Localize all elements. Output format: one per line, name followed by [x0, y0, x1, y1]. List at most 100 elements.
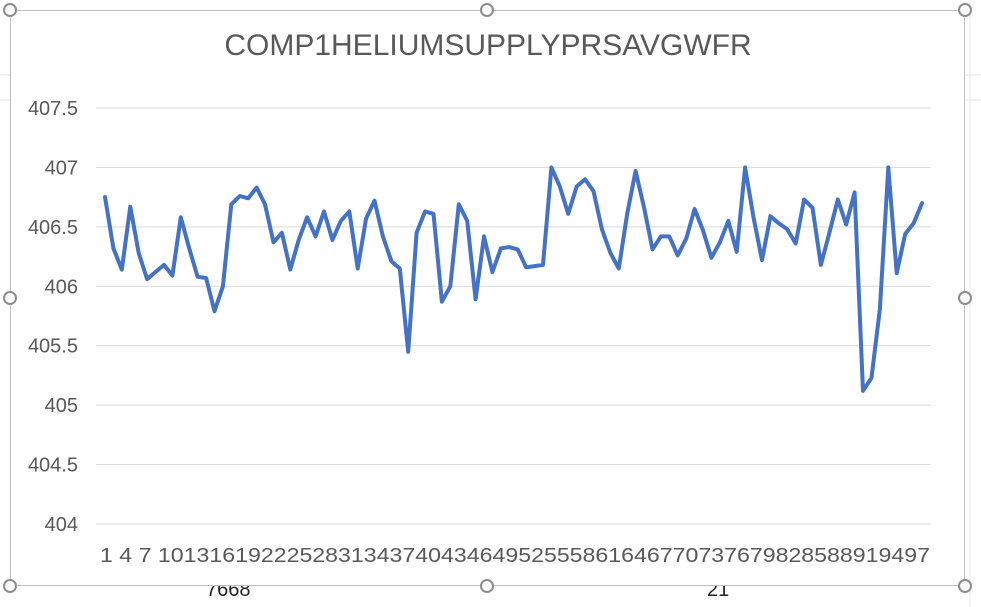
data-point: [465, 219, 469, 223]
x-tick-label: 25: [287, 545, 313, 567]
data-point: [406, 350, 410, 354]
data-point: [482, 234, 486, 238]
data-point: [305, 215, 309, 219]
data-point: [693, 207, 697, 211]
data-point: [735, 250, 739, 254]
resize-handle-bottom-right[interactable]: [958, 579, 972, 593]
data-point: [431, 212, 435, 216]
resize-handle-top-left[interactable]: [3, 3, 17, 17]
y-tick-label: 406.5: [28, 217, 78, 239]
data-point: [642, 206, 646, 210]
data-point: [145, 277, 149, 281]
data-point: [608, 251, 612, 255]
data-point: [600, 227, 604, 231]
data-point: [170, 274, 174, 278]
x-tick-label: 31: [338, 545, 364, 567]
data-point: [179, 215, 183, 219]
data-point: [811, 206, 815, 210]
data-point: [886, 165, 890, 169]
x-tick-label: 55: [544, 545, 570, 567]
x-tick-label: 52: [518, 545, 544, 567]
data-point: [507, 245, 511, 249]
data-point: [120, 268, 124, 272]
data-point: [659, 234, 663, 238]
x-tick-label: 7: [139, 545, 158, 567]
data-point: [701, 228, 705, 232]
data-point: [566, 212, 570, 216]
data-point: [457, 202, 461, 206]
x-tick-label: 22: [261, 545, 287, 567]
data-point: [541, 263, 545, 267]
x-tick-label: 64: [621, 545, 647, 567]
y-tick-label: 405.5: [28, 336, 78, 358]
data-point: [212, 309, 216, 313]
resize-handle-middle-left[interactable]: [3, 291, 17, 305]
y-tick-label: 404: [45, 514, 78, 536]
data-point: [794, 241, 798, 245]
data-point: [861, 389, 865, 393]
data-point: [827, 231, 831, 235]
data-point: [549, 165, 553, 169]
data-point: [288, 268, 292, 272]
data-point: [558, 184, 562, 188]
resize-handle-bottom-middle[interactable]: [480, 579, 494, 593]
data-point: [162, 263, 166, 267]
x-tick-label: 85: [801, 545, 827, 567]
x-tick-label: 19: [235, 545, 261, 567]
data-point: [760, 258, 764, 262]
data-point: [878, 307, 882, 311]
data-point: [592, 189, 596, 193]
data-point: [676, 253, 680, 257]
x-tick-label: 28: [312, 545, 338, 567]
x-axis-ticks: 1 4 7 10 13 16 19 22 25 28 31 34 37 40 43 46 49 52 55 58…: [100, 545, 930, 567]
data-point: [154, 270, 158, 274]
x-tick-label: 40: [415, 545, 441, 567]
y-tick-label: 405: [45, 395, 78, 417]
data-point: [381, 234, 385, 238]
data-point: [187, 246, 191, 250]
data-point: [440, 300, 444, 304]
x-tick-label: 91: [853, 545, 879, 567]
data-point: [204, 276, 208, 280]
resize-handle-top-middle[interactable]: [480, 3, 494, 17]
data-point: [280, 231, 284, 235]
data-point: [718, 240, 722, 244]
resize-handle-bottom-left[interactable]: [3, 579, 17, 593]
data-point: [356, 266, 360, 270]
data-point: [920, 201, 924, 205]
data-point: [777, 221, 781, 225]
data-point: [617, 266, 621, 270]
data-point: [802, 198, 806, 202]
resize-handle-top-right[interactable]: [958, 3, 972, 17]
chart-area[interactable]: 404 404.5 405 405.5 406 406.5 407 407.5 1 4 7 1…: [10, 10, 965, 586]
data-point: [726, 219, 730, 223]
data-point: [373, 199, 377, 203]
resize-handle-middle-right[interactable]: [958, 291, 972, 305]
x-tick-label: 46: [467, 545, 493, 567]
x-tick-label: 1: [100, 545, 119, 567]
data-point: [255, 186, 259, 190]
data-point: [111, 246, 115, 250]
data-point: [339, 219, 343, 223]
data-point: [474, 297, 478, 301]
data-point: [423, 209, 427, 213]
x-tick-label: 37: [390, 545, 416, 567]
x-tick-label: 67: [647, 545, 673, 567]
data-point: [516, 247, 520, 251]
data-point: [869, 376, 873, 380]
data-point: [853, 190, 857, 194]
data-point: [709, 256, 713, 260]
x-tick-label: 70: [673, 545, 699, 567]
x-tick-label: 13: [184, 545, 210, 567]
data-point: [229, 202, 233, 206]
y-tick-label: 404.5: [28, 455, 78, 477]
data-point: [903, 232, 907, 236]
data-point: [221, 284, 225, 288]
chart-title: COMP1HELIUMSUPPLYPRSAVGWFR: [224, 29, 751, 62]
gridlines: [96, 107, 931, 525]
data-point: [533, 264, 537, 268]
data-point: [912, 221, 916, 225]
x-tick-label: 43: [441, 545, 467, 567]
data-point: [634, 169, 638, 173]
data-point: [684, 237, 688, 241]
